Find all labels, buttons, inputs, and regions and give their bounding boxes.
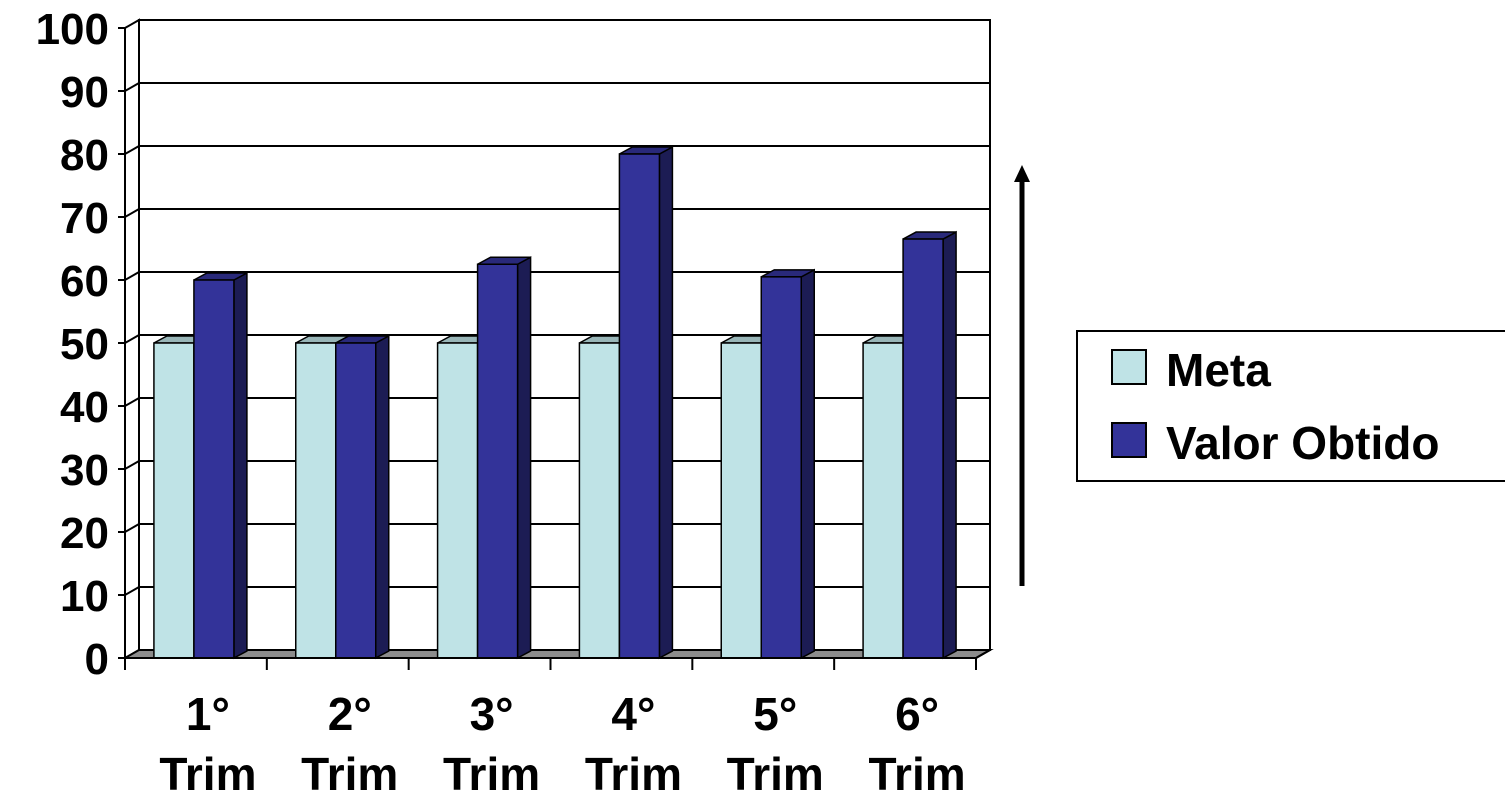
gridline xyxy=(124,208,990,218)
legend-swatch xyxy=(1111,349,1147,385)
bar-side xyxy=(516,255,532,660)
bar-valor-obtido xyxy=(193,271,248,660)
bar-valor-obtido xyxy=(335,334,390,660)
gridline xyxy=(124,397,990,407)
gridline xyxy=(124,523,990,533)
x-tick-label-line: 4° xyxy=(611,688,655,740)
x-axis: 1° Trim 2° Trim 3° Trim 4° Trim 5° Trim 6° Trim xyxy=(124,649,991,800)
plot-floor xyxy=(121,649,994,659)
bars xyxy=(153,145,957,660)
y-tick-label: 30 xyxy=(60,446,109,495)
x-tick-label-line: 5° xyxy=(753,688,797,740)
bar-valor-obtido xyxy=(902,230,957,660)
x-tick-label: 3° Trim xyxy=(443,688,540,800)
bar-front xyxy=(618,153,661,659)
y-tick-label: 20 xyxy=(60,509,109,558)
legend: Meta Valor Obtido xyxy=(1076,330,1505,482)
bar-valor-obtido xyxy=(618,145,674,660)
y-tick-label: 80 xyxy=(60,131,109,180)
bar-valor-obtido xyxy=(760,268,815,660)
bar-front xyxy=(720,342,762,659)
bar-side xyxy=(658,145,674,660)
gridline xyxy=(124,586,990,596)
bar-front xyxy=(902,238,944,659)
bar-front xyxy=(335,342,377,659)
x-axis-depth xyxy=(975,649,991,659)
y-tick-label: 50 xyxy=(60,320,109,369)
bar-side xyxy=(942,230,957,660)
plot-walls xyxy=(124,18,991,660)
bar-front xyxy=(760,276,802,659)
x-tick-label: 4° Trim xyxy=(585,688,682,800)
bar-valor-obtido xyxy=(476,255,532,660)
x-tick-label-line: Trim xyxy=(159,748,256,800)
bar-front xyxy=(436,342,479,659)
bar-front xyxy=(193,279,235,659)
legend-swatch xyxy=(1111,422,1147,458)
x-tick-label: 2° Trim xyxy=(301,688,398,800)
y-axis: 0 10 20 30 40 50 60 70 80 90 100 xyxy=(36,5,126,684)
y-tick-label: 40 xyxy=(60,383,109,432)
y-tick-label: 90 xyxy=(60,68,109,117)
gridline xyxy=(124,271,990,281)
legend-box xyxy=(1076,330,1505,482)
x-tick-label: 1° Trim xyxy=(159,688,256,800)
gridline xyxy=(124,334,990,344)
gridline xyxy=(124,460,990,470)
legend-label: Meta xyxy=(1166,344,1271,396)
y-tick-label: 10 xyxy=(60,572,109,621)
x-tick-label-line: Trim xyxy=(585,748,682,800)
x-tick-label-line: 3° xyxy=(470,688,514,740)
gridline xyxy=(124,82,990,92)
bar-front xyxy=(578,342,621,659)
y-tick-label: 100 xyxy=(36,5,109,54)
x-tick-label-line: Trim xyxy=(443,748,540,800)
x-tick-label-line: 1° xyxy=(186,688,230,740)
y-tick-label: 0 xyxy=(85,635,109,684)
x-tick-label: 5° Trim xyxy=(727,688,824,800)
x-tick-label-line: Trim xyxy=(301,748,398,800)
bar-front xyxy=(295,342,337,659)
bar-side xyxy=(233,271,248,660)
bar-front xyxy=(862,342,904,659)
bar-side xyxy=(375,334,390,660)
gridline xyxy=(124,145,990,155)
x-tick-label-line: 6° xyxy=(895,688,939,740)
arrow-head xyxy=(1014,165,1030,182)
bar-front xyxy=(476,263,519,659)
legend-label: Valor Obtido xyxy=(1166,417,1439,469)
bar-front xyxy=(153,342,195,659)
x-tick-label-line: Trim xyxy=(869,748,966,800)
x-tick-label: 6° Trim xyxy=(869,688,966,800)
x-tick-label-line: 2° xyxy=(328,688,372,740)
y-tick-label: 70 xyxy=(60,194,109,243)
gridlines xyxy=(124,82,990,596)
x-tick-label-line: Trim xyxy=(727,748,824,800)
floor-plane xyxy=(121,649,994,659)
y-tick-label: 60 xyxy=(60,257,109,306)
bar-side xyxy=(800,268,815,660)
up-arrow-icon xyxy=(1014,165,1030,586)
